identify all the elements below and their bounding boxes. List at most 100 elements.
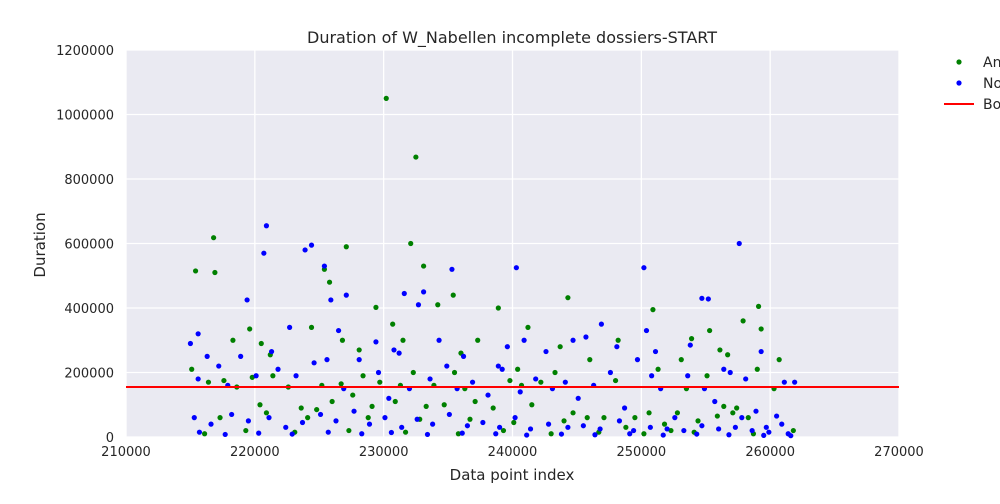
data-point-no xyxy=(375,369,382,376)
data-point-no xyxy=(256,430,262,436)
legend-label: An xyxy=(983,55,1000,71)
data-point-no xyxy=(749,427,755,434)
data-point-an xyxy=(730,410,736,416)
data-point-no xyxy=(660,432,666,438)
data-point-an xyxy=(500,427,507,434)
data-point-no xyxy=(736,240,742,247)
data-point-no xyxy=(758,348,764,355)
data-point-no xyxy=(699,423,705,429)
data-point-an xyxy=(338,381,344,387)
data-point-no xyxy=(641,265,647,271)
data-point-no xyxy=(302,247,308,253)
data-point-no xyxy=(245,418,251,424)
data-point-no xyxy=(238,353,244,359)
grid-lines xyxy=(125,49,900,438)
data-point-an xyxy=(674,410,681,416)
data-point-an xyxy=(217,415,223,421)
data-point-an xyxy=(650,307,656,313)
data-point-no xyxy=(517,389,523,395)
data-point-no xyxy=(421,289,427,295)
data-point-an xyxy=(754,366,760,372)
data-point-no xyxy=(521,337,527,343)
data-point-an xyxy=(390,321,396,327)
data-point-an xyxy=(740,318,746,324)
data-point-no xyxy=(681,427,687,434)
data-point-an xyxy=(421,263,427,269)
data-point-an xyxy=(343,244,349,250)
data-point-an xyxy=(243,427,249,434)
y-tick-label: 600000 xyxy=(64,238,114,253)
data-point-no xyxy=(333,418,339,424)
data-point-an xyxy=(413,154,419,160)
y-tick-label: 0 xyxy=(106,431,114,446)
x-tick-label: 270000 xyxy=(874,445,924,460)
data-point-no xyxy=(382,415,388,421)
x-tick-labels: 210000 220000 230000 240000 250000 260000 2700… xyxy=(101,445,924,460)
data-point-an xyxy=(623,424,629,430)
data-point-an xyxy=(475,337,481,343)
data-point-no xyxy=(268,348,275,355)
data-point-an xyxy=(257,402,263,408)
data-point-no xyxy=(325,429,331,435)
data-point-no xyxy=(263,223,270,229)
data-point-no xyxy=(293,373,299,379)
data-point-no xyxy=(652,348,659,355)
data-point-an xyxy=(721,403,727,409)
data-point-no xyxy=(592,432,598,438)
data-point-an xyxy=(790,427,796,434)
data-point-an xyxy=(189,366,195,372)
data-point-no xyxy=(607,369,614,376)
data-point-no xyxy=(299,419,306,426)
data-point-an xyxy=(565,295,571,301)
data-point-no xyxy=(694,431,700,437)
data-point-an xyxy=(451,369,458,376)
data-point-no xyxy=(493,431,499,437)
data-point-an xyxy=(529,402,535,408)
data-point-no xyxy=(649,373,655,379)
x-tick-label: 260000 xyxy=(745,445,795,460)
data-point-an xyxy=(561,418,567,424)
data-point-no xyxy=(485,392,491,398)
data-point-no xyxy=(631,427,637,434)
data-point-no xyxy=(253,373,259,379)
y-tick-labels: 0 200000 400000 600000 800000 1000000 1200000 xyxy=(56,44,114,446)
data-point-no xyxy=(399,424,405,430)
data-point-no xyxy=(580,423,586,429)
data-point-no xyxy=(721,366,727,372)
y-tick-label: 1200000 xyxy=(56,44,114,59)
data-point-no xyxy=(788,433,794,439)
data-point-no xyxy=(597,426,603,432)
data-point-no xyxy=(436,337,442,343)
data-point-an xyxy=(557,344,563,350)
data-point-an xyxy=(455,431,461,437)
data-point-no xyxy=(261,250,267,256)
data-point-no xyxy=(495,363,501,369)
data-point-an xyxy=(392,398,398,405)
x-tick-label: 240000 xyxy=(488,445,538,460)
data-point-no xyxy=(732,424,738,430)
data-point-no xyxy=(766,429,772,435)
data-point-an xyxy=(525,324,531,330)
y-tick-label: 1000000 xyxy=(56,109,114,124)
data-point-no xyxy=(366,421,373,427)
data-point-no xyxy=(774,413,780,419)
data-point-an xyxy=(714,413,720,419)
data-point-an xyxy=(584,415,590,421)
data-point-no xyxy=(685,373,691,379)
data-point-no xyxy=(781,379,787,385)
data-point-no xyxy=(287,324,293,330)
data-point-no xyxy=(627,431,633,437)
data-point-an xyxy=(263,410,270,416)
data-point-no xyxy=(373,339,379,345)
data-point-no xyxy=(328,297,334,303)
data-point-no xyxy=(321,263,328,269)
data-point-an xyxy=(615,337,621,343)
data-point-no xyxy=(763,424,769,430)
data-point-an xyxy=(350,392,356,398)
data-point-no xyxy=(699,295,705,301)
data-point-an xyxy=(400,337,406,343)
data-point-an xyxy=(410,369,416,376)
data-point-no xyxy=(779,421,785,427)
data-point-an xyxy=(495,305,501,311)
